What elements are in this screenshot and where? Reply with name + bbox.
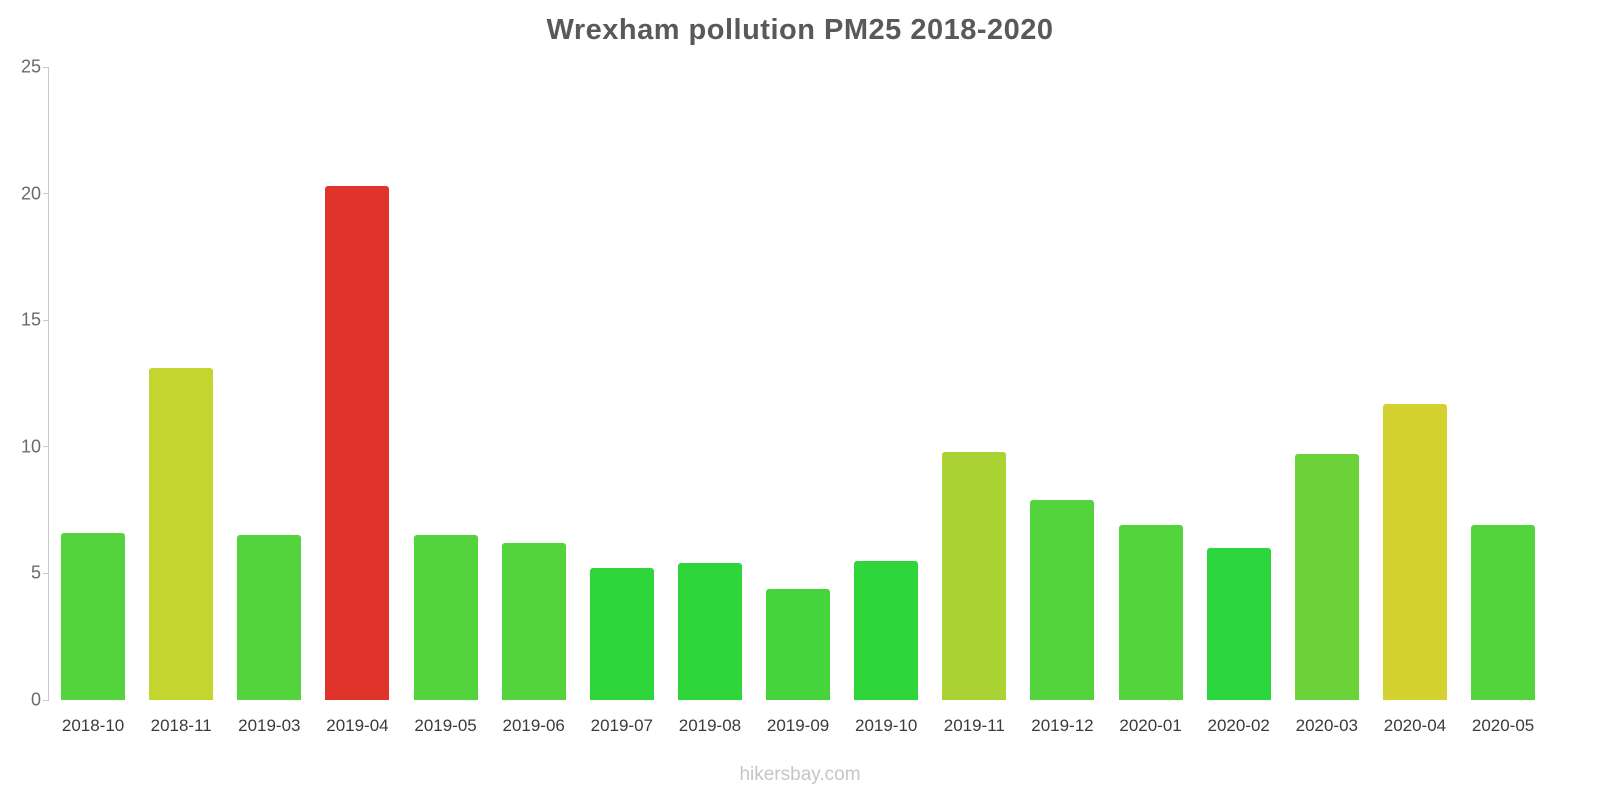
bar-2018-11 [149, 368, 214, 700]
bar-2019-11 [942, 451, 1007, 700]
y-axis-tick-mark [43, 699, 49, 701]
bar-2020-04 [1382, 403, 1447, 700]
y-axis-tick-label: 25 [20, 56, 41, 77]
x-axis-tick-label: 2019-09 [766, 716, 830, 735]
x-axis-tick-label: 2020-04 [1383, 716, 1447, 735]
y-axis-tick-mark [43, 319, 49, 321]
x-axis-tick-label: 2019-04 [326, 716, 389, 735]
bar-slot: 2020-03 [1283, 67, 1371, 735]
bar-2019-06 [501, 543, 566, 700]
x-axis-tick-label: 2019-05 [414, 716, 477, 735]
bar-2019-09 [766, 588, 831, 700]
bar-2018-10 [61, 532, 126, 700]
bar-slot: 2019-09 [754, 67, 842, 735]
y-axis-tick-label: 10 [20, 436, 41, 457]
x-axis-tick-label: 2019-10 [854, 716, 918, 735]
bar-slot: 2018-11 [137, 67, 225, 735]
y-axis-tick-label: 15 [20, 309, 41, 330]
x-axis-tick-label: 2020-03 [1295, 716, 1358, 735]
bar-slot: 2019-10 [842, 67, 930, 735]
bar-slot: 2019-07 [578, 67, 666, 735]
bar-2019-12 [1030, 499, 1095, 700]
y-axis-tick-mark [43, 193, 49, 195]
bar-slot: 2020-01 [1107, 67, 1195, 735]
bars-container: 2018-10 2018-11 2019-03 2019-04 2019-05 2019-… [49, 67, 1547, 735]
bar-slot: 2019-04 [313, 67, 401, 735]
y-axis-tick-mark [43, 572, 49, 574]
chart-title: Wrexham pollution PM25 2018-2020 [546, 14, 1054, 46]
y-axis-tick-label: 5 [30, 562, 41, 583]
bar-2019-07 [589, 568, 654, 700]
y-axis-tick-label: 0 [30, 689, 41, 710]
bar-2020-03 [1294, 454, 1359, 700]
x-axis-tick-label: 2020-02 [1207, 716, 1270, 735]
bar-slot: 2020-02 [1195, 67, 1283, 735]
x-axis-tick-label: 2020-01 [1119, 716, 1182, 735]
x-axis-tick-label: 2020-05 [1471, 716, 1535, 735]
x-axis-tick-label: 2019-12 [1031, 716, 1094, 735]
bar-2020-05 [1471, 525, 1536, 700]
bar-slot: 2020-04 [1371, 67, 1459, 735]
x-axis-tick-label: 2018-11 [150, 716, 212, 735]
bar-2019-04 [325, 186, 390, 700]
bar-slot: 2019-08 [666, 67, 754, 735]
bar-slot: 2019-12 [1018, 67, 1106, 735]
bar-2019-08 [677, 563, 742, 700]
x-axis-tick-label: 2019-03 [238, 716, 301, 735]
bar-slot: 2019-05 [402, 67, 490, 735]
plot-area: 2018-10 2018-11 2019-03 2019-04 2019-05 2019-… [21, 57, 1547, 735]
y-axis-tick-mark [43, 66, 49, 68]
bar-slot: 2019-03 [225, 67, 313, 735]
bar-slot: 2019-06 [490, 67, 578, 735]
bar-2019-03 [237, 535, 302, 700]
x-axis-tick-label: 2019-06 [502, 716, 565, 735]
bar-2020-02 [1206, 548, 1271, 700]
bar-2019-05 [413, 535, 478, 700]
x-axis-tick-label: 2019-07 [590, 716, 653, 735]
bar-2019-10 [854, 560, 919, 700]
x-axis-tick-label: 2018-10 [61, 716, 125, 735]
footer-watermark: hikersbay.com [739, 764, 861, 785]
bar-slot: 2018-10 [49, 67, 137, 735]
bar-slot: 2020-05 [1459, 67, 1547, 735]
bar-2020-01 [1118, 525, 1183, 700]
x-axis-tick-label: 2019-11 [943, 716, 1005, 735]
bar-slot: 2019-11 [930, 67, 1018, 735]
x-axis-tick-label: 2019-08 [678, 716, 742, 735]
y-axis-tick-mark [43, 446, 49, 448]
y-axis-tick-label: 20 [20, 183, 41, 204]
